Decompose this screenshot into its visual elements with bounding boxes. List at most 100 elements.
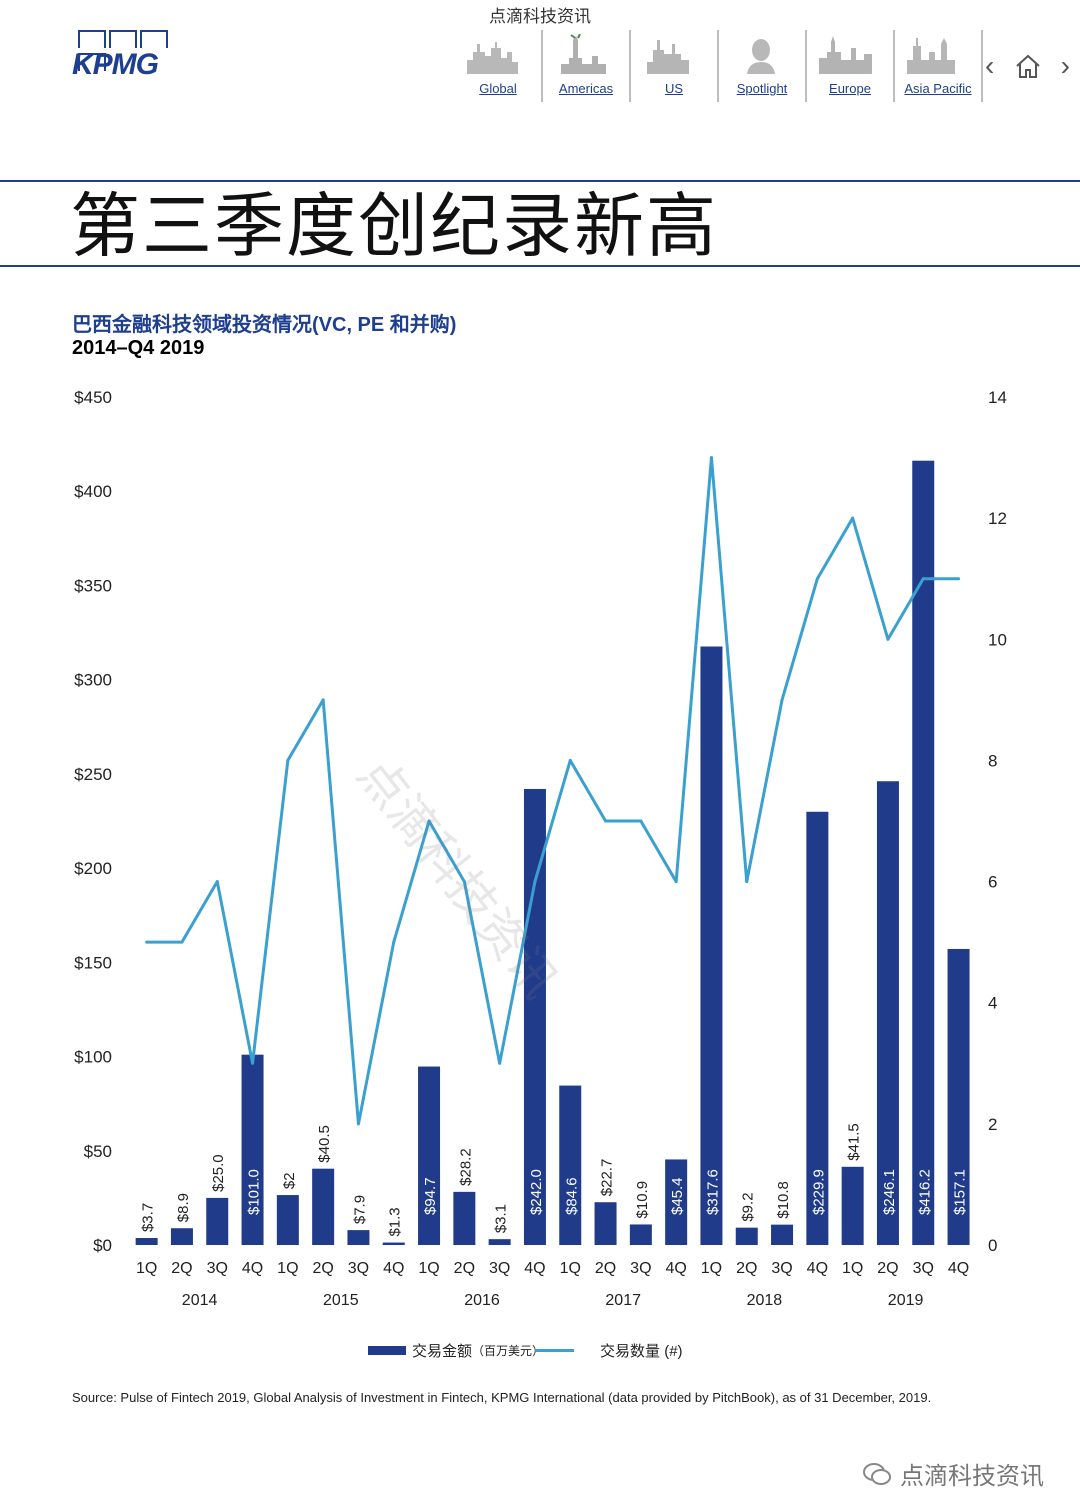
bar bbox=[206, 1197, 229, 1245]
bar bbox=[735, 1227, 758, 1245]
bar-data-label: $416.2 bbox=[916, 1169, 933, 1215]
x-tick-label: 1Q bbox=[560, 1260, 581, 1277]
line-point bbox=[498, 1061, 502, 1065]
kpmg-logo[interactable]: KPMG bbox=[72, 30, 192, 82]
bar-data-label: $22.7 bbox=[599, 1159, 616, 1197]
footer-brand: 点滴科技资讯 bbox=[862, 1456, 1044, 1491]
y-left-tick-label: $0 bbox=[93, 1236, 112, 1255]
x-tick-label: 2Q bbox=[171, 1260, 192, 1277]
bar-data-label: $317.6 bbox=[704, 1169, 721, 1215]
bar-data-label: $25.0 bbox=[210, 1154, 227, 1192]
legend-line-swatch bbox=[536, 1349, 575, 1352]
line-point bbox=[674, 880, 678, 884]
nav-item-global[interactable]: Global bbox=[455, 30, 543, 102]
y-left-tick-label: $450 bbox=[74, 388, 112, 407]
y-right-tick-label: 12 bbox=[988, 509, 1007, 528]
bar bbox=[912, 460, 935, 1245]
wechat-icon bbox=[863, 1462, 891, 1485]
bar bbox=[276, 1195, 299, 1245]
bar bbox=[806, 811, 829, 1245]
line-point bbox=[145, 940, 149, 944]
bar bbox=[135, 1238, 158, 1245]
chart-legend: 交易金额 （百万美元） 交易数量 (#) bbox=[368, 1340, 683, 1361]
chart-title: 巴西金融科技领域投资情况(VC, PE 和并购) bbox=[72, 314, 457, 336]
x-year-label: 2015 bbox=[323, 1292, 359, 1309]
x-tick-label: 4Q bbox=[524, 1260, 545, 1277]
nav-controls: ‹ › bbox=[985, 48, 1070, 84]
line-point bbox=[462, 880, 466, 884]
bar bbox=[170, 1228, 193, 1245]
investment-chart: $0 $50 $100 $150 $200 $250 $300 $350 $400 $450 0 2 4… bbox=[74, 388, 1007, 1309]
deal-count-line bbox=[146, 456, 959, 1126]
bar bbox=[665, 1159, 688, 1245]
y-right-tick-label: 2 bbox=[988, 1115, 997, 1134]
logo-text: KPMG bbox=[72, 48, 159, 81]
bar-data-label: $28.2 bbox=[457, 1148, 474, 1186]
bar-data-label: $41.5 bbox=[846, 1123, 863, 1161]
x-tick-label: 1Q bbox=[418, 1260, 439, 1277]
footer-brand-text: 点滴科技资讯 bbox=[900, 1463, 1044, 1490]
prev-page-button[interactable]: ‹ bbox=[985, 50, 995, 81]
bar bbox=[700, 646, 723, 1245]
bar-data-label: $9.2 bbox=[740, 1192, 757, 1221]
line-point bbox=[745, 880, 749, 884]
bar bbox=[841, 1166, 864, 1245]
bar bbox=[559, 1085, 582, 1245]
x-tick-label: 4Q bbox=[242, 1260, 263, 1277]
x-tick-label: 3Q bbox=[913, 1260, 934, 1277]
nav-item-asia-pacific[interactable]: Asia Pacific bbox=[895, 30, 983, 102]
line-point bbox=[321, 698, 325, 702]
bar bbox=[312, 1168, 335, 1245]
bar-data-label: $229.9 bbox=[810, 1169, 827, 1215]
line-point bbox=[533, 880, 537, 884]
nav-item-us[interactable]: US bbox=[631, 30, 719, 102]
nav-item-americas[interactable]: Americas bbox=[543, 30, 631, 102]
source-note: Source: Pulse of Fintech 2019, Global An… bbox=[72, 1390, 932, 1405]
line-point bbox=[639, 819, 643, 823]
line-point bbox=[604, 819, 608, 823]
x-tick-label: 3Q bbox=[489, 1260, 510, 1277]
y-right-tick-label: 8 bbox=[988, 751, 997, 770]
bar-data-label: $7.9 bbox=[351, 1195, 368, 1224]
logo-boxes bbox=[78, 30, 192, 76]
nav-item-spotlight[interactable]: Spotlight bbox=[719, 30, 807, 102]
line-point bbox=[356, 1122, 360, 1126]
spotlight-bust-icon bbox=[747, 39, 775, 74]
line-point bbox=[568, 758, 572, 762]
home-icon[interactable] bbox=[1014, 53, 1042, 79]
y-left-tick-label: $300 bbox=[74, 671, 112, 690]
bar bbox=[382, 1242, 405, 1245]
x-year-label: 2016 bbox=[464, 1292, 500, 1309]
x-year-label: 2014 bbox=[182, 1292, 218, 1309]
y-right-tick-label: 4 bbox=[988, 994, 997, 1013]
legend-bar-unit: （百万美元） bbox=[472, 1344, 545, 1358]
line-point bbox=[709, 456, 713, 460]
bar-data-label: $84.6 bbox=[563, 1177, 580, 1215]
nav-item-europe[interactable]: Europe bbox=[807, 30, 895, 102]
line-point bbox=[427, 819, 431, 823]
bar bbox=[771, 1224, 794, 1245]
next-page-button[interactable]: › bbox=[1060, 50, 1070, 81]
legend-bar-label: 交易金额 bbox=[412, 1343, 473, 1360]
bar bbox=[418, 1066, 441, 1245]
line-point bbox=[815, 577, 819, 581]
y-left-tick-label: $50 bbox=[84, 1142, 112, 1161]
title-rule-top bbox=[0, 180, 1080, 182]
nav-label-asia-pacific: Asia Pacific bbox=[904, 81, 972, 96]
y-left-tick-label: $150 bbox=[74, 953, 112, 972]
bar-data-label: $10.9 bbox=[634, 1181, 651, 1219]
bar bbox=[453, 1191, 476, 1245]
x-tick-label: 1Q bbox=[842, 1260, 863, 1277]
bar bbox=[488, 1239, 511, 1245]
line-point bbox=[780, 698, 784, 702]
nav-label-spotlight: Spotlight bbox=[736, 81, 788, 96]
x-tick-label: 3Q bbox=[207, 1260, 228, 1277]
x-tick-label: 3Q bbox=[771, 1260, 792, 1277]
bar bbox=[876, 781, 899, 1245]
x-year-label: 2017 bbox=[605, 1292, 641, 1309]
nav-label-americas: Americas bbox=[558, 81, 614, 96]
y-right-tick-label: 0 bbox=[988, 1236, 997, 1255]
line-point bbox=[286, 758, 290, 762]
line-point bbox=[215, 880, 219, 884]
bar-data-label: $101.0 bbox=[246, 1169, 263, 1215]
